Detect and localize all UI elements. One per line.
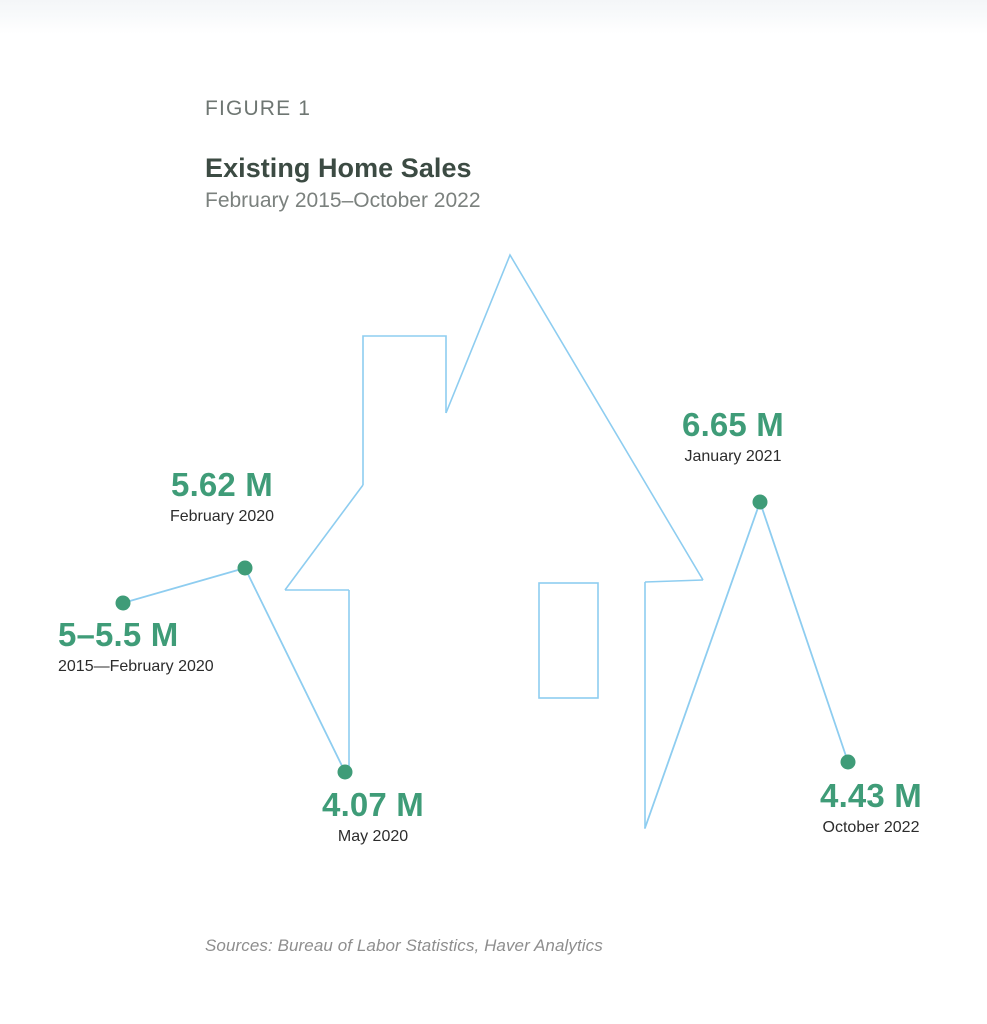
door-outline	[538, 582, 599, 699]
figure-date-range-subtitle: February 2015–October 2022	[205, 189, 481, 213]
callout-period: February 2020	[169, 507, 275, 525]
data-point-markers	[115, 494, 856, 780]
data-point-2015[interactable]	[115, 595, 131, 611]
house-silhouette-outline	[284, 253, 704, 828]
callout-value: 4.07 M	[322, 786, 424, 823]
callout-2015-february-2020: 5–5.5 M 2015—February 2020	[58, 616, 214, 677]
data-point-oct-2022[interactable]	[840, 754, 856, 770]
data-point-feb-2020[interactable]	[237, 560, 253, 576]
callout-value: 5.62 M	[171, 466, 273, 503]
segment-feb2020-to-may2020	[244, 567, 346, 773]
callout-may-2020: 4.07 M May 2020	[322, 786, 424, 847]
callout-period: 2015—February 2020	[58, 657, 214, 675]
segment-jan2021-to-oct2022	[759, 501, 849, 763]
figure-number-kicker: FIGURE 1	[205, 97, 312, 120]
figure-header: FIGURE 1 Existing Home Sales February 20…	[205, 98, 825, 214]
callout-january-2021: 6.65 M January 2021	[682, 406, 784, 467]
callout-period: October 2022	[822, 818, 920, 836]
callout-period: May 2020	[337, 827, 409, 845]
sources-note: Sources: Bureau of Labor Statistics, Hav…	[205, 936, 603, 955]
callout-value: 5–5.5 M	[58, 616, 179, 653]
page-title: Existing Home Sales	[205, 153, 472, 183]
left-eave-outline	[284, 484, 364, 591]
segment-2015-to-feb2020	[122, 567, 246, 604]
roof-outline	[445, 253, 704, 581]
callout-value: 4.43 M	[820, 777, 922, 814]
callout-period: January 2021	[684, 447, 782, 465]
data-point-jan-2021[interactable]	[752, 494, 768, 510]
callout-value: 6.65 M	[682, 406, 784, 443]
right-eave-horizontal	[644, 579, 704, 583]
segment-baseline-to-jan2021	[644, 501, 761, 829]
callout-october-2022: 4.43 M October 2022	[820, 777, 922, 838]
data-point-may-2020[interactable]	[337, 764, 353, 780]
chimney-outline	[362, 335, 447, 485]
data-series-line	[122, 501, 849, 829]
callout-february-2020: 5.62 M February 2020	[169, 466, 275, 527]
